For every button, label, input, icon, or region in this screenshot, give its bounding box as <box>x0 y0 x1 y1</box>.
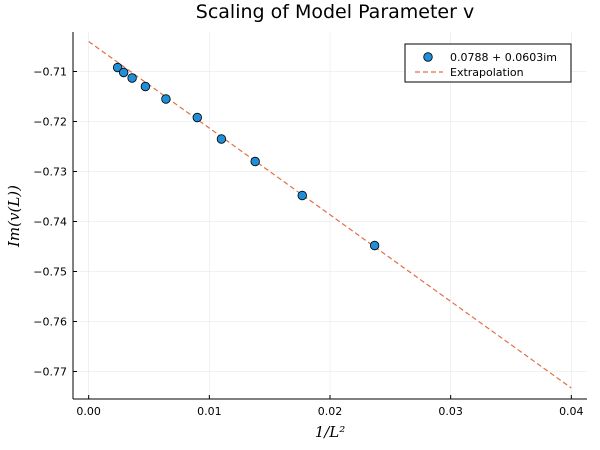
y-tick-label: −0.73 <box>33 166 67 179</box>
y-tick-label: −0.76 <box>33 316 67 329</box>
data-point <box>140 81 151 92</box>
data-point <box>127 73 137 83</box>
x-tick-label: 0.02 <box>318 405 343 418</box>
data-point <box>369 240 380 251</box>
legend-marker-scatter <box>423 52 433 62</box>
data-point <box>297 190 307 201</box>
y-tick-label: −0.75 <box>33 266 67 279</box>
chart-title: Scaling of Model Parameter v <box>196 1 474 23</box>
x-tick-label: 0.00 <box>76 405 101 418</box>
y-axis-label: Im(v(L)) <box>5 185 23 248</box>
data-point <box>161 94 171 104</box>
x-tick-label: 0.04 <box>559 405 584 418</box>
axis-ticks: 0.00 0.01 0.02 0.03 0.04 −0.71 −0.72 −0.73 −0.74… <box>33 66 583 419</box>
grid-lines <box>73 32 587 399</box>
legend-label-line: Extrapolation <box>450 66 524 79</box>
x-tick-label: 0.03 <box>438 405 463 418</box>
data-point <box>118 67 129 78</box>
data-point <box>112 62 123 73</box>
x-tick-label: 0.01 <box>197 405 222 418</box>
y-tick-label: −0.74 <box>33 216 67 229</box>
legend-label-scatter: 0.0788 + 0.0603im <box>450 51 557 64</box>
data-point <box>192 112 202 123</box>
legend-box <box>404 43 572 83</box>
data-point <box>216 134 227 144</box>
data-point <box>250 156 260 167</box>
y-tick-label: −0.71 <box>33 66 67 79</box>
x-axis-label: 1/L² <box>315 423 346 441</box>
y-tick-label: −0.77 <box>33 366 67 379</box>
y-tick-label: −0.72 <box>33 116 67 129</box>
legend: 0.0788 + 0.0603im Extrapolation <box>404 43 572 83</box>
data-points <box>112 62 380 251</box>
